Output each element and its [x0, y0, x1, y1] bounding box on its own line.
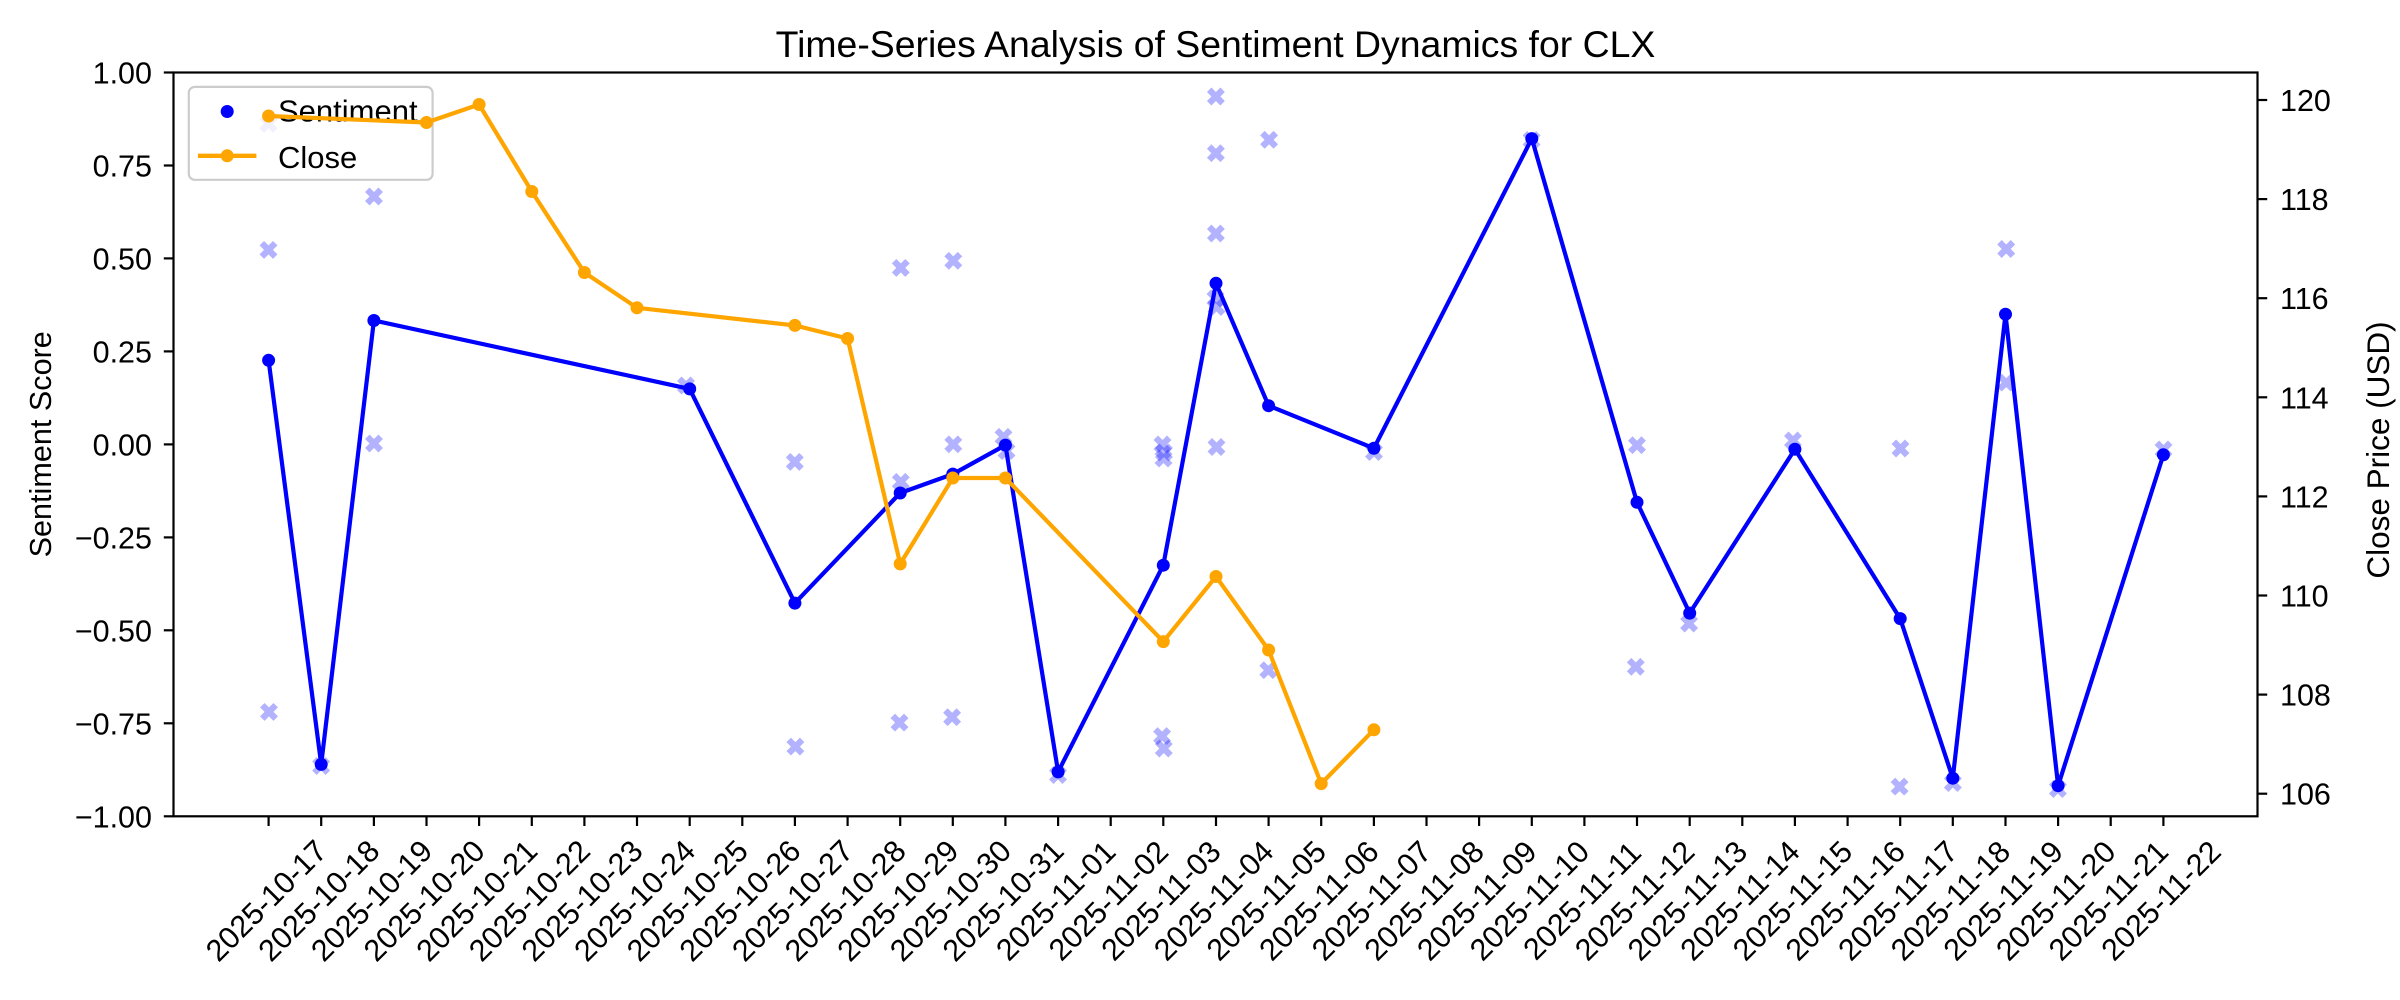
- svg-text:Close Price (USD): Close Price (USD): [2360, 321, 2396, 578]
- svg-text:118: 118: [2280, 183, 2329, 217]
- svg-text:0.00: 0.00: [93, 428, 152, 462]
- svg-text:112: 112: [2280, 480, 2329, 514]
- svg-text:108: 108: [2280, 679, 2331, 713]
- svg-text:−0.25: −0.25: [75, 521, 152, 555]
- svg-text:110: 110: [2280, 580, 2329, 614]
- svg-text:0.50: 0.50: [93, 242, 152, 276]
- svg-text:116: 116: [2280, 282, 2329, 316]
- svg-text:114: 114: [2280, 381, 2329, 415]
- svg-text:Sentiment Score: Sentiment Score: [24, 331, 58, 557]
- svg-text:−0.50: −0.50: [75, 614, 152, 648]
- svg-text:−1.00: −1.00: [75, 800, 152, 834]
- svg-text:Close: Close: [278, 140, 357, 175]
- svg-text:0.25: 0.25: [93, 335, 152, 369]
- svg-text:1.00: 1.00: [93, 57, 152, 91]
- svg-text:−0.75: −0.75: [75, 707, 152, 741]
- svg-text:120: 120: [2280, 84, 2331, 118]
- svg-text:Time-Series Analysis of Sentim: Time-Series Analysis of Sentiment Dynami…: [776, 23, 1656, 65]
- svg-text:106: 106: [2280, 778, 2331, 812]
- svg-text:0.75: 0.75: [93, 150, 152, 184]
